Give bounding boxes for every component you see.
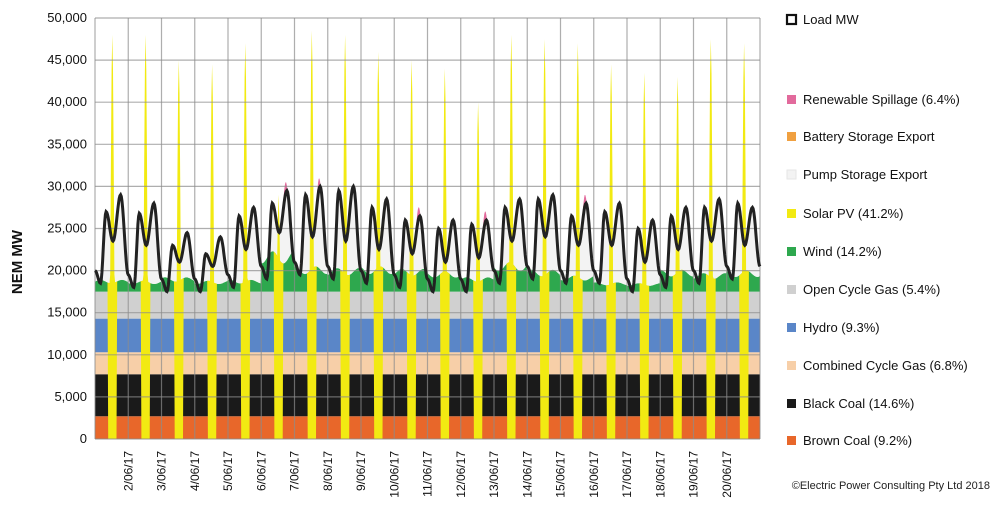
y-tick-label: 10,000 <box>47 347 87 362</box>
legend-swatch <box>787 399 796 408</box>
x-tick-label: 3/06/17 <box>155 451 169 491</box>
x-tick-label: 17/06/17 <box>620 451 634 498</box>
x-tick-label: 19/06/17 <box>687 451 701 498</box>
legend-item-label: Battery Storage Export <box>803 129 935 144</box>
x-tick-label: 7/06/17 <box>288 451 302 491</box>
legend-item-label: Black Coal (14.6%) <box>803 396 914 411</box>
y-tick-label: 25,000 <box>47 221 87 236</box>
legend-swatch <box>787 132 796 141</box>
x-tick-label: 5/06/17 <box>221 451 235 491</box>
legend-swatch <box>787 95 796 104</box>
x-tick-label: 18/06/17 <box>653 451 667 498</box>
y-tick-label: 40,000 <box>47 94 87 109</box>
x-tick-label: 13/06/17 <box>487 451 501 498</box>
y-axis-title: NEM MW <box>9 229 26 294</box>
x-tick-label: 4/06/17 <box>188 451 202 491</box>
legend-swatch <box>787 285 796 294</box>
legend-swatch <box>787 323 796 332</box>
x-tick-label: 20/06/17 <box>720 451 734 498</box>
x-tick-label: 14/06/17 <box>520 451 534 498</box>
legend-item-label: Hydro (9.3%) <box>803 320 880 335</box>
legend-swatch <box>787 436 796 445</box>
legend-item-label: Solar PV (41.2%) <box>803 206 903 221</box>
x-tick-label: 12/06/17 <box>454 451 468 498</box>
x-tick-label: 11/06/17 <box>421 451 435 497</box>
legend-item-label: Combined Cycle Gas (6.8%) <box>803 358 968 373</box>
gridlines <box>94 17 761 440</box>
x-axis: 2/06/17 3/06/17 4/06/17 5/06/17 6/06/17 7/06/… <box>121 451 734 498</box>
y-axis: 0 5,000 10,000 15,000 20,000 25,000 30,000 35,0… <box>47 10 87 446</box>
legend: Load MW Renewable Spillage (6.4%) Battery … <box>785 12 968 448</box>
legend-swatch <box>786 169 797 180</box>
x-tick-label: 9/06/17 <box>354 451 368 491</box>
y-tick-label: 0 <box>80 431 87 446</box>
y-tick-label: 30,000 <box>47 178 87 193</box>
load-mw-line <box>94 183 762 294</box>
legend-swatch <box>787 361 796 370</box>
x-tick-label: 2/06/17 <box>121 451 135 491</box>
x-tick-label: 6/06/17 <box>254 451 268 491</box>
legend-item-label: Brown Coal (9.2%) <box>803 433 912 448</box>
load-line-group <box>94 183 762 294</box>
copyright-credit: ©Electric Power Consulting Pty Ltd 2018 <box>792 480 990 492</box>
y-tick-label: 45,000 <box>47 52 87 67</box>
legend-swatch <box>785 13 798 26</box>
legend-item-label: Wind (14.2%) <box>803 244 882 259</box>
legend-swatch <box>787 209 796 218</box>
x-tick-label: 16/06/17 <box>587 451 601 498</box>
x-tick-label: 15/06/17 <box>554 451 568 498</box>
legend-item-label: Pump Storage Export <box>803 167 928 182</box>
x-tick-label: 8/06/17 <box>321 451 335 491</box>
legend-item-label: Load MW <box>803 12 859 27</box>
x-tick-label: 10/06/17 <box>387 451 401 498</box>
y-tick-label: 50,000 <box>47 10 87 25</box>
y-tick-label: 20,000 <box>47 263 87 278</box>
legend-item-label: Open Cycle Gas (5.4%) <box>803 282 940 297</box>
legend-item-label: Renewable Spillage (6.4%) <box>803 92 960 107</box>
y-tick-label: 35,000 <box>47 136 87 151</box>
legend-swatch <box>787 247 796 256</box>
y-tick-label: 5,000 <box>54 389 87 404</box>
y-tick-label: 15,000 <box>47 305 87 320</box>
